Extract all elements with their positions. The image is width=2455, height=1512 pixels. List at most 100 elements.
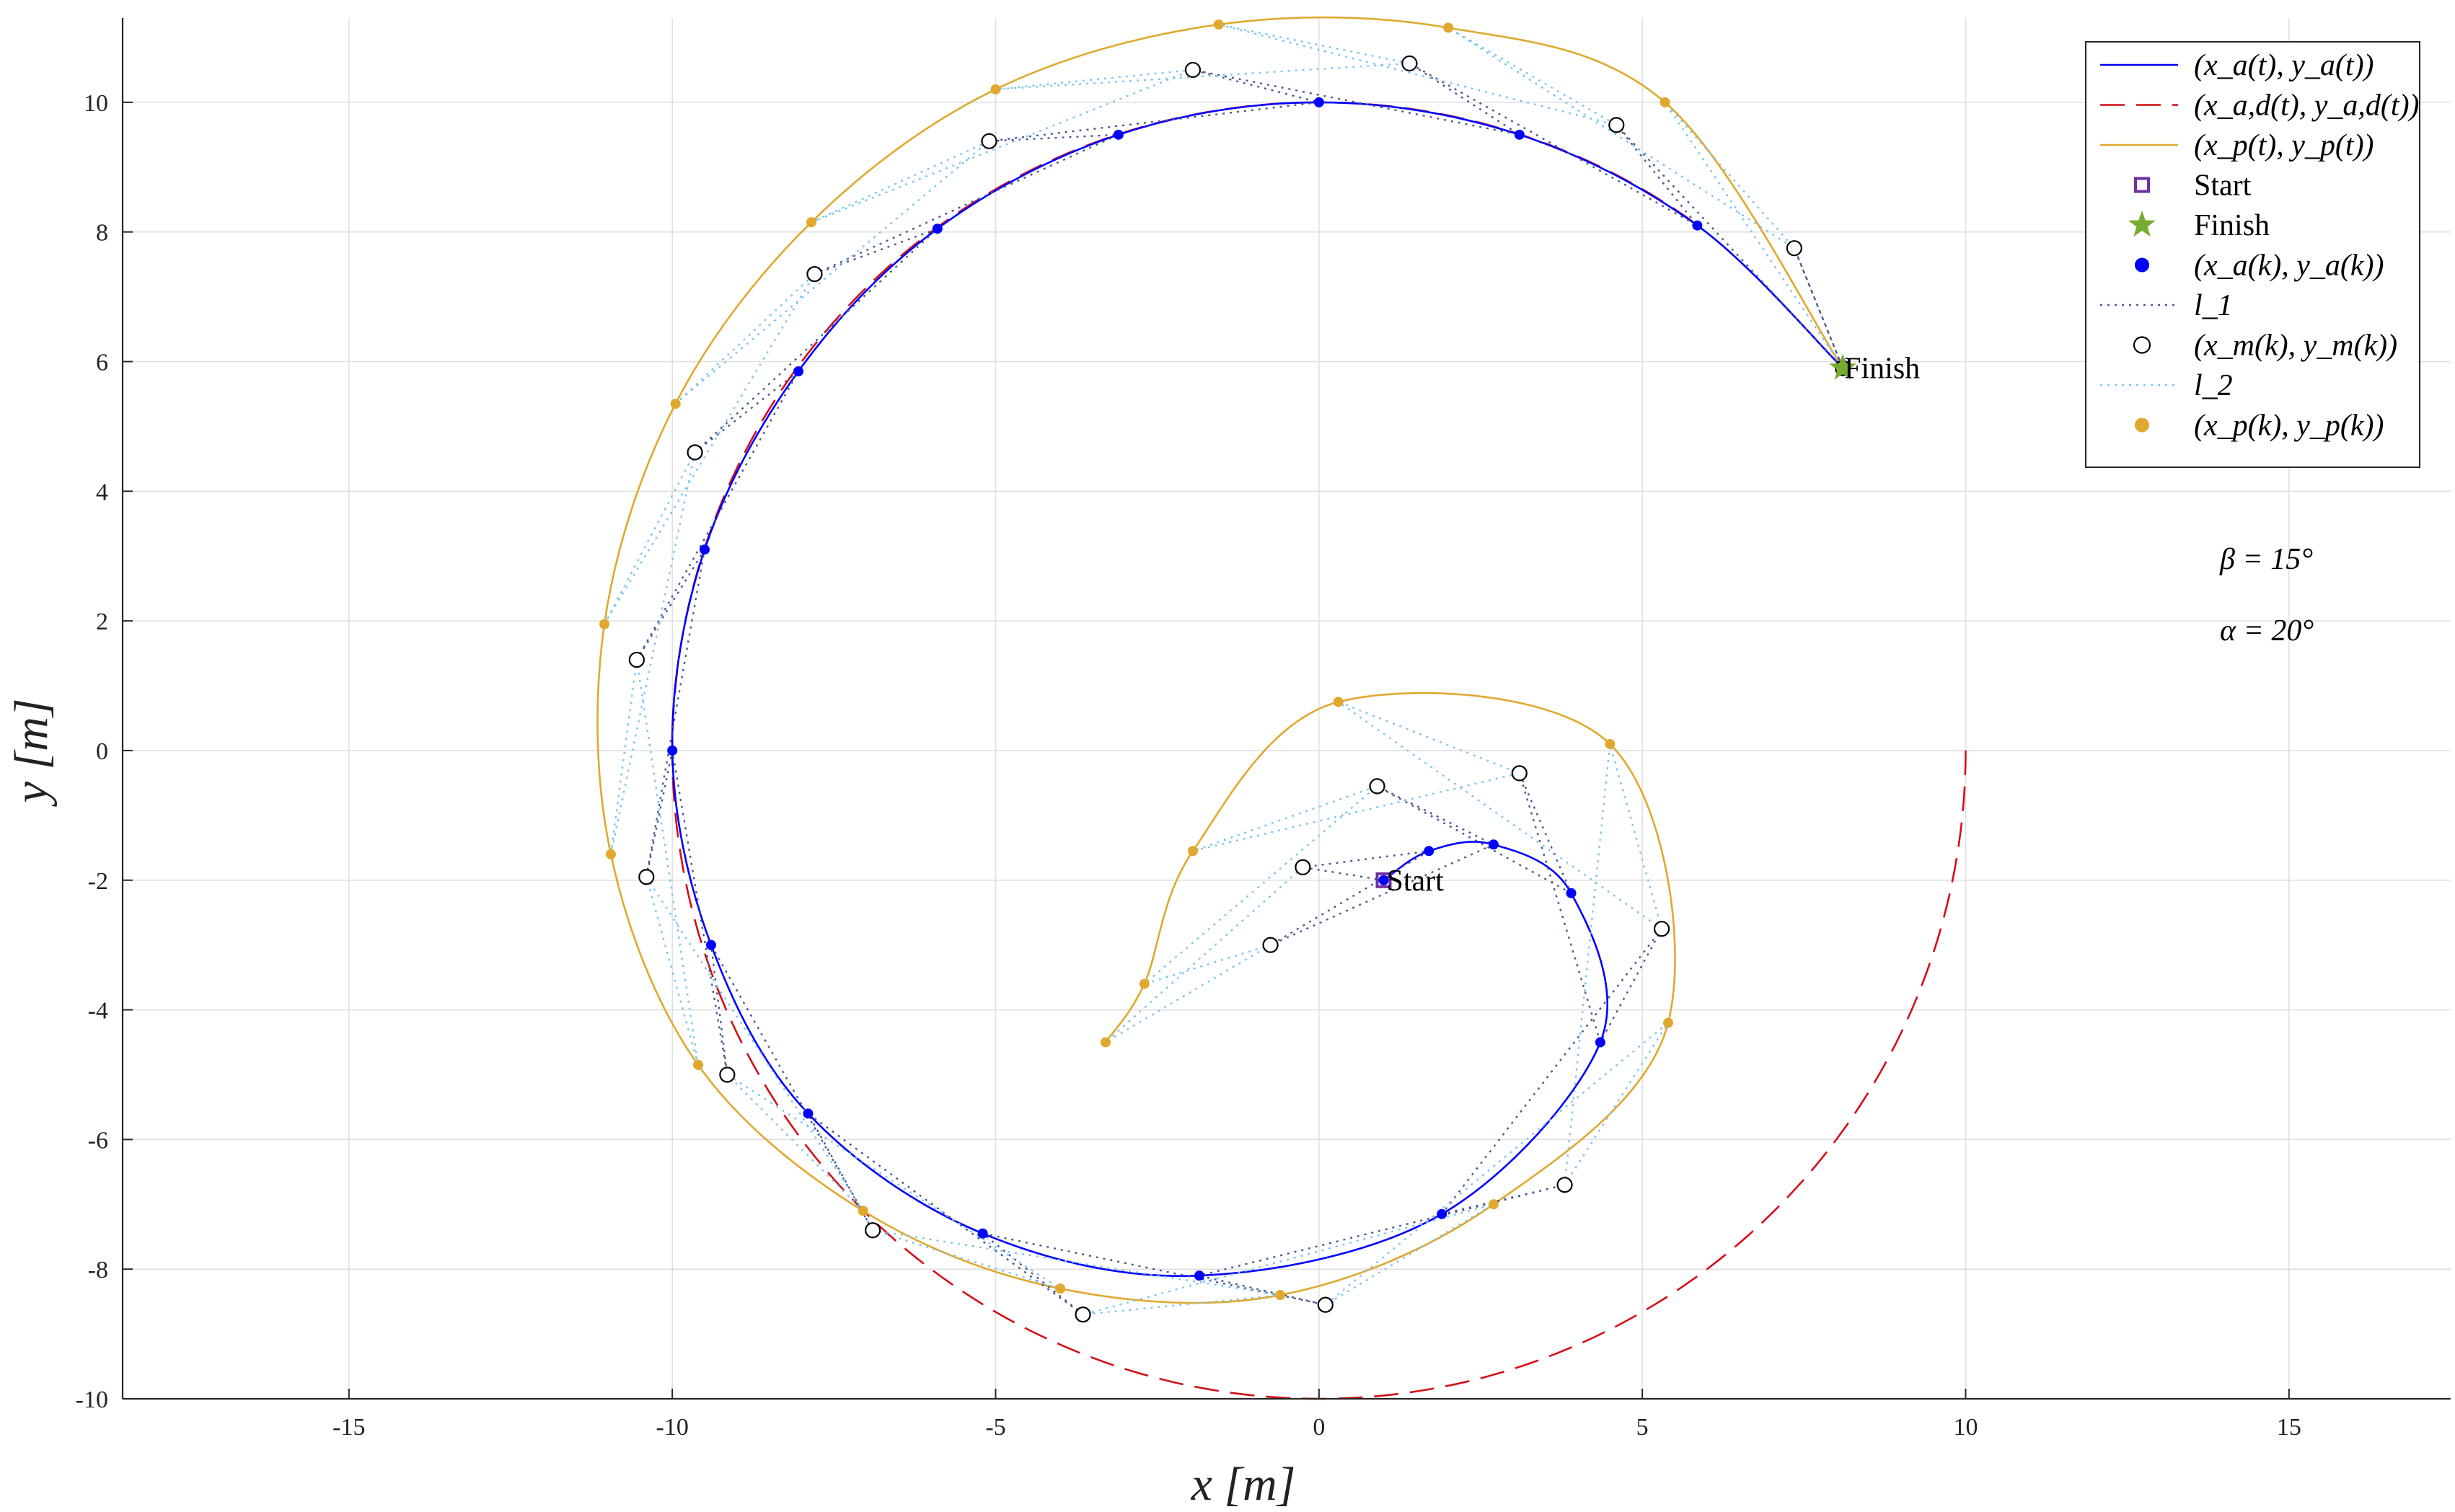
measured-point-4 — [1653, 921, 1670, 937]
y-tick-label-3: -4 — [88, 998, 108, 1025]
measured-point-10 — [638, 869, 655, 885]
tick-labels: -15 -10 -5 0 5 10 15 -10 -8 -6 -4 -2 0 2 4 6 8 10 — [76, 90, 2301, 1441]
legend-actual-point — [2135, 257, 2149, 273]
y-tick-label-7: 4 — [96, 479, 108, 505]
pursuer-point-13 — [670, 398, 681, 409]
y-tick-label-0: -10 — [76, 1387, 108, 1413]
actual-point-2 — [1488, 839, 1499, 850]
beta-annotation: β = 15° — [2219, 543, 2313, 576]
pursuer-point-14 — [806, 217, 816, 228]
x-tick-label-2: -5 — [985, 1414, 1005, 1441]
y-tick-label-5: 0 — [96, 738, 108, 765]
measured-point-16 — [1401, 55, 1418, 72]
y-tick-label-2: -6 — [88, 1127, 108, 1154]
actual-point-11 — [700, 544, 710, 555]
measured-point-1 — [1262, 937, 1279, 953]
measured-point-6 — [1317, 1296, 1334, 1313]
y-tick-label-8: 6 — [96, 350, 108, 376]
actual-point-8 — [803, 1108, 814, 1119]
actual-point-17 — [1692, 220, 1703, 231]
actual-point-9 — [705, 940, 716, 950]
pursuer-point-5 — [1663, 1017, 1674, 1028]
measured-point-18 — [1786, 240, 1802, 257]
pursuer-point-3 — [1333, 697, 1344, 707]
measured-point-8 — [865, 1222, 881, 1239]
legend-label-3: Start — [2194, 169, 2252, 203]
actual-point-5 — [1437, 1208, 1447, 1219]
actual-point-15 — [1313, 97, 1324, 107]
measured-point-9 — [719, 1066, 736, 1083]
actual-point-3 — [1566, 888, 1577, 898]
pursuer-point-10 — [693, 1059, 704, 1070]
x-tick-label-0: -15 — [332, 1414, 365, 1441]
pursuer-point-1 — [1139, 978, 1150, 989]
pursuer-point-11 — [605, 849, 616, 859]
pursuer-point-7 — [1275, 1290, 1286, 1301]
legend-finish-marker — [2128, 211, 2156, 237]
legend-start-marker — [2134, 177, 2150, 193]
l1-polyline — [635, 62, 1844, 1316]
plot-background — [123, 18, 2451, 1399]
measured-point-17 — [1608, 117, 1625, 133]
x-tick-label-1: -10 — [656, 1414, 689, 1441]
legend-entry-9: (x_p(k), y_p(k)) — [2135, 410, 2384, 443]
x-tick-label-3: 0 — [1313, 1414, 1325, 1441]
measured-point-0 — [1295, 859, 1311, 875]
actual-point-16 — [1514, 129, 1525, 140]
y-tick-label-6: 2 — [96, 609, 108, 635]
measured-point-14 — [981, 133, 997, 149]
legend-entry-2: (x_p(t), y_p(t)) — [2100, 129, 2374, 162]
pursuer-point-8 — [1055, 1283, 1066, 1294]
pursuer-point-12 — [599, 619, 610, 629]
legend: (x_a(t), y_a(t)) (x_a,d(t), y_a,d(t)) (x_p… — [2085, 41, 2420, 468]
measured-point-2 — [1369, 778, 1385, 795]
legend-measured-point — [2133, 336, 2151, 354]
pursuer-point-17 — [1443, 22, 1454, 33]
y-tick-label-4: -2 — [88, 868, 108, 895]
actual-point-7 — [977, 1228, 988, 1239]
legend-label-0: (x_a(t), y_a(t)) — [2194, 49, 2374, 82]
legend-pursuer-point — [2135, 417, 2149, 433]
pursuer-point-9 — [858, 1206, 868, 1216]
start-marker — [1375, 872, 1392, 888]
legend-label-1: (x_a,d(t), y_a,d(t)) — [2194, 89, 2420, 123]
start-annotation: Start — [1387, 865, 1445, 898]
pursuer-point-6 — [1488, 1199, 1499, 1210]
actual-point-10 — [667, 745, 678, 756]
series-pursuer-points — [599, 19, 1848, 1301]
legend-label-2: (x_p(t), y_p(t)) — [2194, 129, 2374, 162]
actual-point-4 — [1595, 1037, 1605, 1048]
legend-label-4: Finish — [2194, 209, 2270, 242]
measured-point-13 — [806, 266, 823, 283]
legend-label-6: l_1 — [2194, 289, 2233, 322]
legend-entry-4: Finish — [2128, 209, 2270, 242]
legend-entry-6: l_1 — [2100, 289, 2233, 322]
actual-point-14 — [1113, 129, 1124, 140]
y-tick-label-10: 10 — [84, 90, 108, 117]
measured-point-12 — [687, 444, 703, 461]
finish-marker — [1829, 353, 1857, 380]
legend-box — [2085, 41, 2420, 468]
measured-point-7 — [1075, 1307, 1091, 1323]
pursuer-point-15 — [990, 84, 1001, 94]
finish-annotation: Finish — [1844, 352, 1920, 385]
x-tick-label-6: 15 — [2277, 1414, 2301, 1441]
measured-point-3 — [1511, 765, 1528, 782]
alpha-annotation: α = 20° — [2220, 614, 2314, 647]
pursuer-point-0 — [1100, 1037, 1111, 1048]
actual-point-6 — [1194, 1270, 1204, 1281]
x-tick-label-5: 10 — [1954, 1414, 1978, 1441]
legend-label-8: l_2 — [2194, 369, 2233, 402]
x-tick-label-4: 5 — [1636, 1414, 1649, 1441]
legend-label-5: (x_a(k), y_a(k)) — [2194, 249, 2384, 283]
actual-point-12 — [793, 366, 804, 376]
pursuer-point-16 — [1213, 19, 1224, 30]
axes — [121, 18, 2451, 1400]
y-tick-label-9: 8 — [96, 220, 108, 247]
legend-entry-8: l_2 — [2100, 369, 2233, 402]
legend-entry-0: (x_a(t), y_a(t)) — [2100, 49, 2374, 82]
x-axis-label: x [m] — [1191, 1458, 1296, 1511]
legend-entry-7: (x_m(k), y_m(k)) — [2133, 330, 2397, 363]
legend-label-7: (x_m(k), y_m(k)) — [2194, 330, 2397, 363]
